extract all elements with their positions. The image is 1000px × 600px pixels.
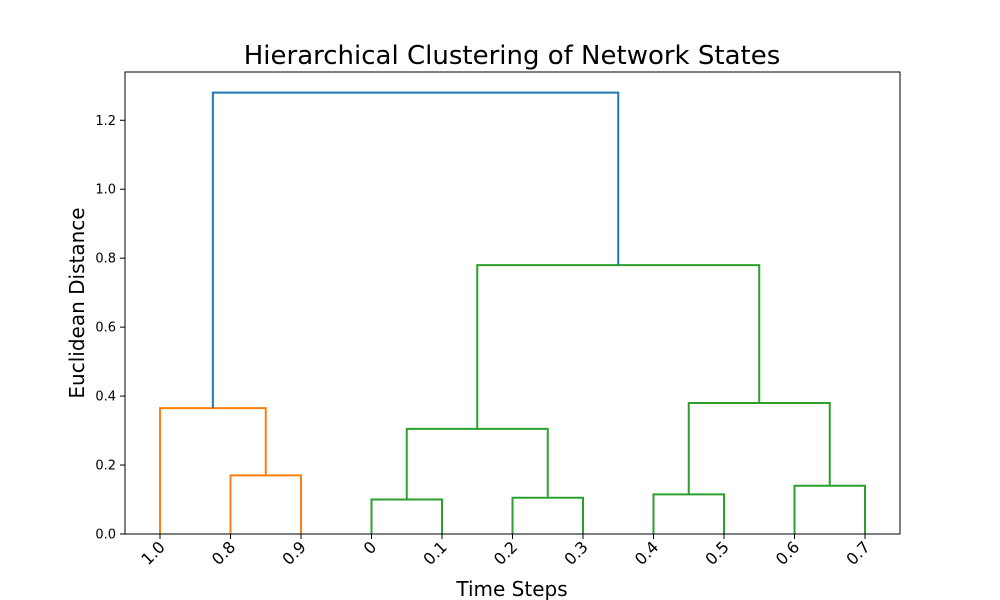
y-tick-label: 0.0: [95, 528, 116, 543]
dendrogram-link: [159, 407, 267, 534]
plot-frame: [124, 71, 901, 535]
x-tick-label: 0.5: [701, 537, 732, 568]
dendrogram-link: [211, 91, 620, 409]
dendrogram-link: [793, 484, 866, 534]
x-tick-label: 0.2: [490, 537, 521, 568]
x-axis-label: Time Steps: [455, 577, 567, 600]
x-tick-label: 0.3: [560, 537, 591, 568]
dendrogram-link: [229, 474, 302, 534]
chart-title: Hierarchical Clustering of Network State…: [244, 41, 781, 71]
dendrogram-link: [687, 401, 831, 495]
dendrogram-link: [511, 496, 584, 534]
y-tick-label: 1.2: [95, 114, 116, 129]
x-tick-label: 0.6: [772, 537, 803, 568]
x-tick-label: 0.7: [842, 537, 873, 568]
y-tick-label: 1.0: [95, 183, 116, 198]
y-tick-label: 0.6: [95, 321, 116, 336]
x-tick-label: 0.9: [278, 537, 309, 568]
dendrogram-link: [370, 498, 443, 534]
dendrogram-link: [652, 493, 725, 534]
dendrogram-links: [159, 91, 866, 534]
x-tick-label: 0.4: [631, 537, 662, 568]
dendrogram-link: [476, 264, 761, 429]
y-tick-label: 0.8: [95, 252, 116, 267]
y-tick-label: 0.4: [95, 390, 116, 405]
x-tick-label: 0.8: [208, 537, 239, 568]
y-axis: 0.0 0.2 0.4 0.6 0.8 1.0 1.2: [95, 114, 125, 543]
x-tick-label: 0.1: [419, 537, 450, 568]
dendrogram-link: [405, 427, 549, 500]
x-tick-label: 0: [360, 537, 381, 558]
y-tick-label: 0.2: [95, 459, 116, 474]
x-tick-label: 1.0: [137, 537, 168, 568]
x-axis: 1.0 0.8 0.9 0 0.1 0.2 0.3 0.4 0.5 0.6 0.7: [137, 534, 874, 569]
y-axis-label: Euclidean Distance: [65, 207, 89, 398]
